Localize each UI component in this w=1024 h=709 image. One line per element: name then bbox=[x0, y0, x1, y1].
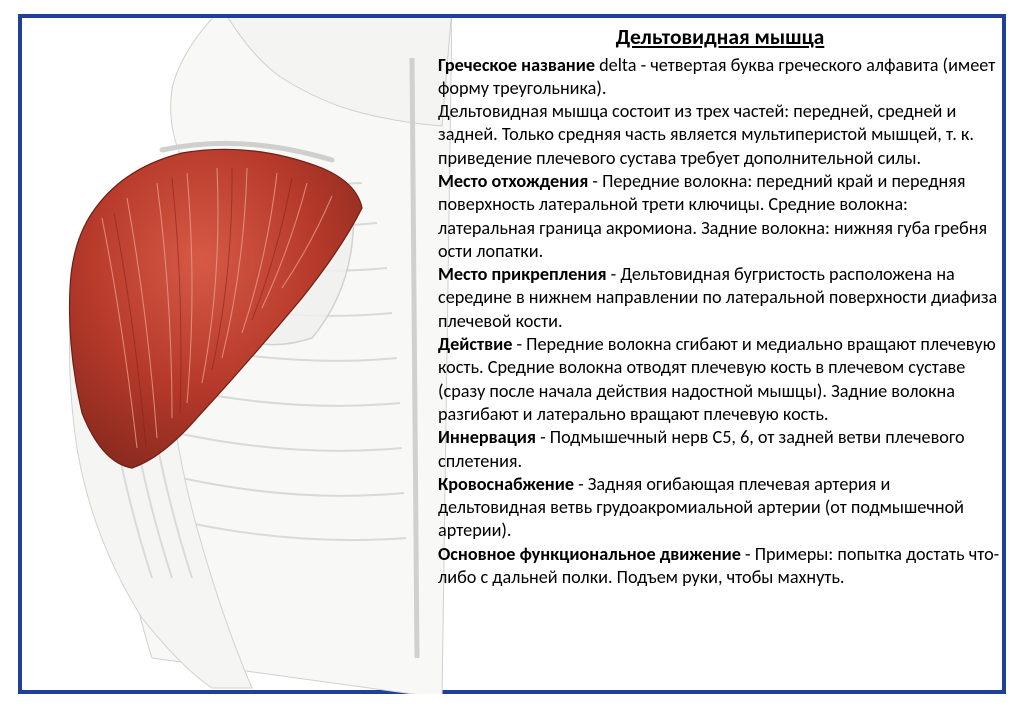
label-etymology: Греческое название bbox=[438, 54, 595, 76]
label-insertion: Место прикрепления bbox=[438, 263, 607, 285]
section-functional-movement: Основное функциональное движение - Приме… bbox=[438, 543, 1002, 590]
text-action: - Передние волокна сгибают и медиально в… bbox=[438, 333, 996, 425]
section-composition: Дельтовидная мышца состоит из трех часте… bbox=[438, 100, 1002, 170]
label-blood-supply: Кровоснабжение bbox=[438, 473, 574, 495]
label-innervation: Иннервация bbox=[438, 426, 536, 448]
section-blood-supply: Кровоснабжение - Задняя огибающая плечев… bbox=[438, 473, 1002, 543]
section-insertion: Место прикрепления - Дельтовидная бугрис… bbox=[438, 263, 1002, 333]
anatomy-illustration bbox=[22, 18, 452, 694]
section-etymology: Греческое название delta - четвертая бук… bbox=[438, 54, 1002, 101]
section-action: Действие - Передние волокна сгибают и ме… bbox=[438, 333, 1002, 426]
page-frame: Дельтовидная мышца Греческое название de… bbox=[18, 14, 1006, 694]
label-action: Действие bbox=[438, 333, 512, 355]
text-content: Дельтовидная мышца Греческое название de… bbox=[438, 24, 1002, 589]
label-origin: Место отхождения bbox=[438, 170, 588, 192]
section-innervation: Иннервация - Подмышечный нерв C5, 6, от … bbox=[438, 426, 1002, 473]
label-functional-movement: Основное функциональное движение bbox=[438, 543, 741, 565]
section-origin: Место отхождения - Передние волокна: пер… bbox=[438, 170, 1002, 263]
page-title: Дельтовидная мышца bbox=[438, 24, 1002, 52]
